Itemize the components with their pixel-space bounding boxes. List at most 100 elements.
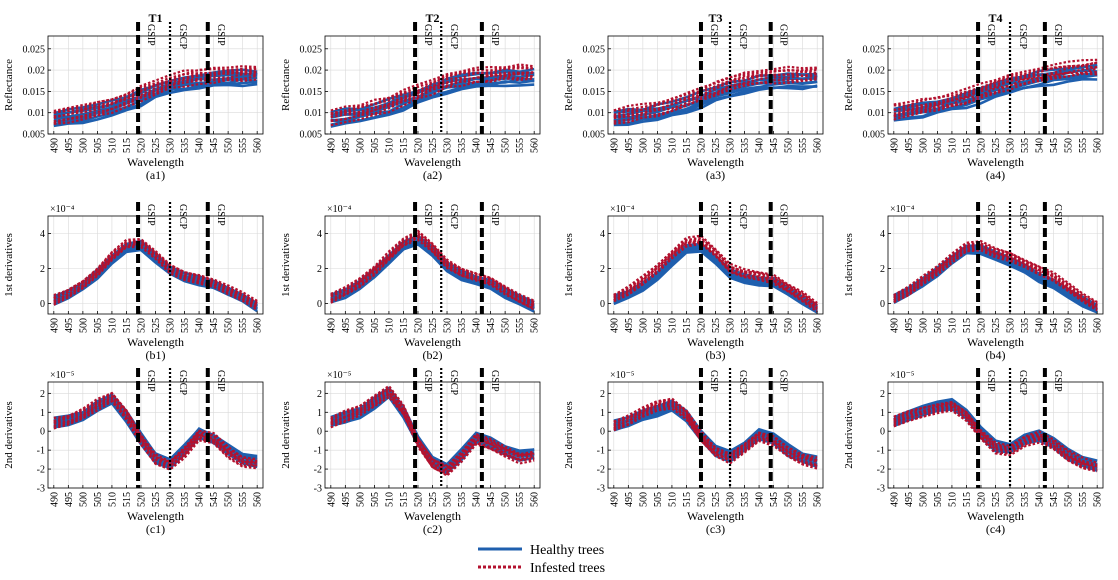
x-tick-label: 495 [341,492,352,507]
x-tick-label: 535 [180,318,191,333]
x-tick-label: 530 [1006,138,1017,153]
x-tick-label: 490 [326,318,337,333]
x-tick-label: 540 [472,492,483,507]
x-tick-label: 545 [1049,492,1060,507]
x-tick-label: 500 [918,138,929,153]
x-tick-label: 540 [195,492,206,507]
x-tick-label: 525 [711,492,722,507]
infested-series-line [330,71,535,116]
infested-series-line [330,238,535,311]
infested-series-line [893,242,1098,305]
x-tick-label: 530 [166,318,177,333]
x-tick-label: 525 [711,318,722,333]
infested-series-line [893,401,1098,465]
marker-label: GSIP [1052,370,1063,392]
y-tick-label: 0.025 [300,44,323,55]
y-tick-label: 0.015 [23,87,46,98]
y-tick-label: 0.02 [588,66,606,77]
x-tick-label: 555 [798,318,809,333]
y-exponent-label: ×10⁻⁴ [327,204,352,215]
x-tick-label: 500 [638,492,649,507]
x-axis-label: Wavelength [127,335,184,349]
infested-series-line [53,391,258,464]
infested-series-line [53,74,258,125]
x-tick-label: 505 [370,318,381,333]
legend-label: Healthy trees [530,543,604,558]
x-tick-label: 505 [93,492,104,507]
x-tick-label: 530 [726,318,737,333]
x-tick-label: 490 [326,138,337,153]
subplot-1-2: GSIP GSCP GSIP 0.005 0.01 0.015 0.02 0.025 490 49… [280,22,541,182]
x-tick-label: 490 [889,492,900,507]
x-tick-label: 560 [813,492,824,507]
infested-series-line [330,384,535,467]
y-tick-label: 2 [600,264,605,275]
marker-label: GSCP [448,370,459,395]
marker-label: GSCP [737,24,748,49]
y-tick-label: 1 [880,408,885,419]
y-tick-label: 0.015 [300,87,323,98]
x-tick-label: 535 [1020,318,1031,333]
subplot-1-3: GSIP GSCP GSIP 0.005 0.01 0.015 0.02 0.025 490 49… [563,22,824,182]
x-tick-label: 530 [166,138,177,153]
x-axis-label: Wavelength [127,155,184,169]
x-tick-label: 510 [107,138,118,153]
x-tick-label: 560 [813,318,824,333]
x-tick-label: 555 [798,138,809,153]
x-tick-label: 495 [624,318,635,333]
y-tick-label: 0.015 [583,87,606,98]
curve-group [53,391,258,471]
x-tick-label: 515 [962,492,973,507]
x-tick-label: 515 [962,138,973,153]
y-tick-label: 2 [317,389,322,400]
y-tick-label: 0.01 [28,108,46,119]
x-tick-label: 555 [798,492,809,507]
subplot-1-4: GSIP GSCP GSIP 0.005 0.01 0.015 0.02 0.025 490 49… [843,22,1104,182]
x-tick-label: 535 [457,318,468,333]
x-tick-label: 540 [755,492,766,507]
x-tick-label: 530 [443,318,454,333]
x-tick-label: 545 [486,318,497,333]
infested-series-line [893,409,1098,473]
infested-series-line [893,70,1098,118]
infested-series-line [53,394,258,465]
y-axis-label: 2nd derivatives [280,401,292,469]
infested-series-line [53,73,258,123]
marker-label: GSCP [177,24,188,49]
infested-series-line [893,245,1098,309]
x-tick-label: 550 [1064,138,1075,153]
infested-series-line [893,400,1098,466]
infested-series-line [330,77,535,127]
x-tick-label: 550 [1064,318,1075,333]
y-tick-label: 0.02 [868,66,886,77]
y-tick-label: 4 [880,229,885,240]
marker-label: GSCP [737,370,748,395]
y-tick-label: 0.005 [23,130,46,141]
marker-label: GSIP [215,204,226,226]
x-tick-label: 490 [889,138,900,153]
x-tick-label: 560 [530,138,541,153]
legend-label: Infested trees [530,561,605,576]
x-tick-label: 540 [195,318,206,333]
x-tick-label: 510 [947,492,958,507]
infested-series-line [613,77,818,123]
x-tick-label: 510 [667,138,678,153]
x-tick-label: 545 [486,492,497,507]
infested-series-line [53,70,258,118]
x-tick-label: 495 [904,492,915,507]
y-tick-label: 1 [40,408,45,419]
x-tick-label: 545 [209,318,220,333]
y-tick-label: 0.005 [583,130,606,141]
panel-label: (a1) [146,168,165,182]
marker-label: GSIP [422,204,433,226]
x-axis-label: Wavelength [404,155,461,169]
infested-series-line [893,61,1098,112]
x-tick-label: 540 [1035,318,1046,333]
panel-label: (c1) [146,522,165,536]
infested-series-line [53,399,258,471]
marker-label: GSIP [985,204,996,226]
